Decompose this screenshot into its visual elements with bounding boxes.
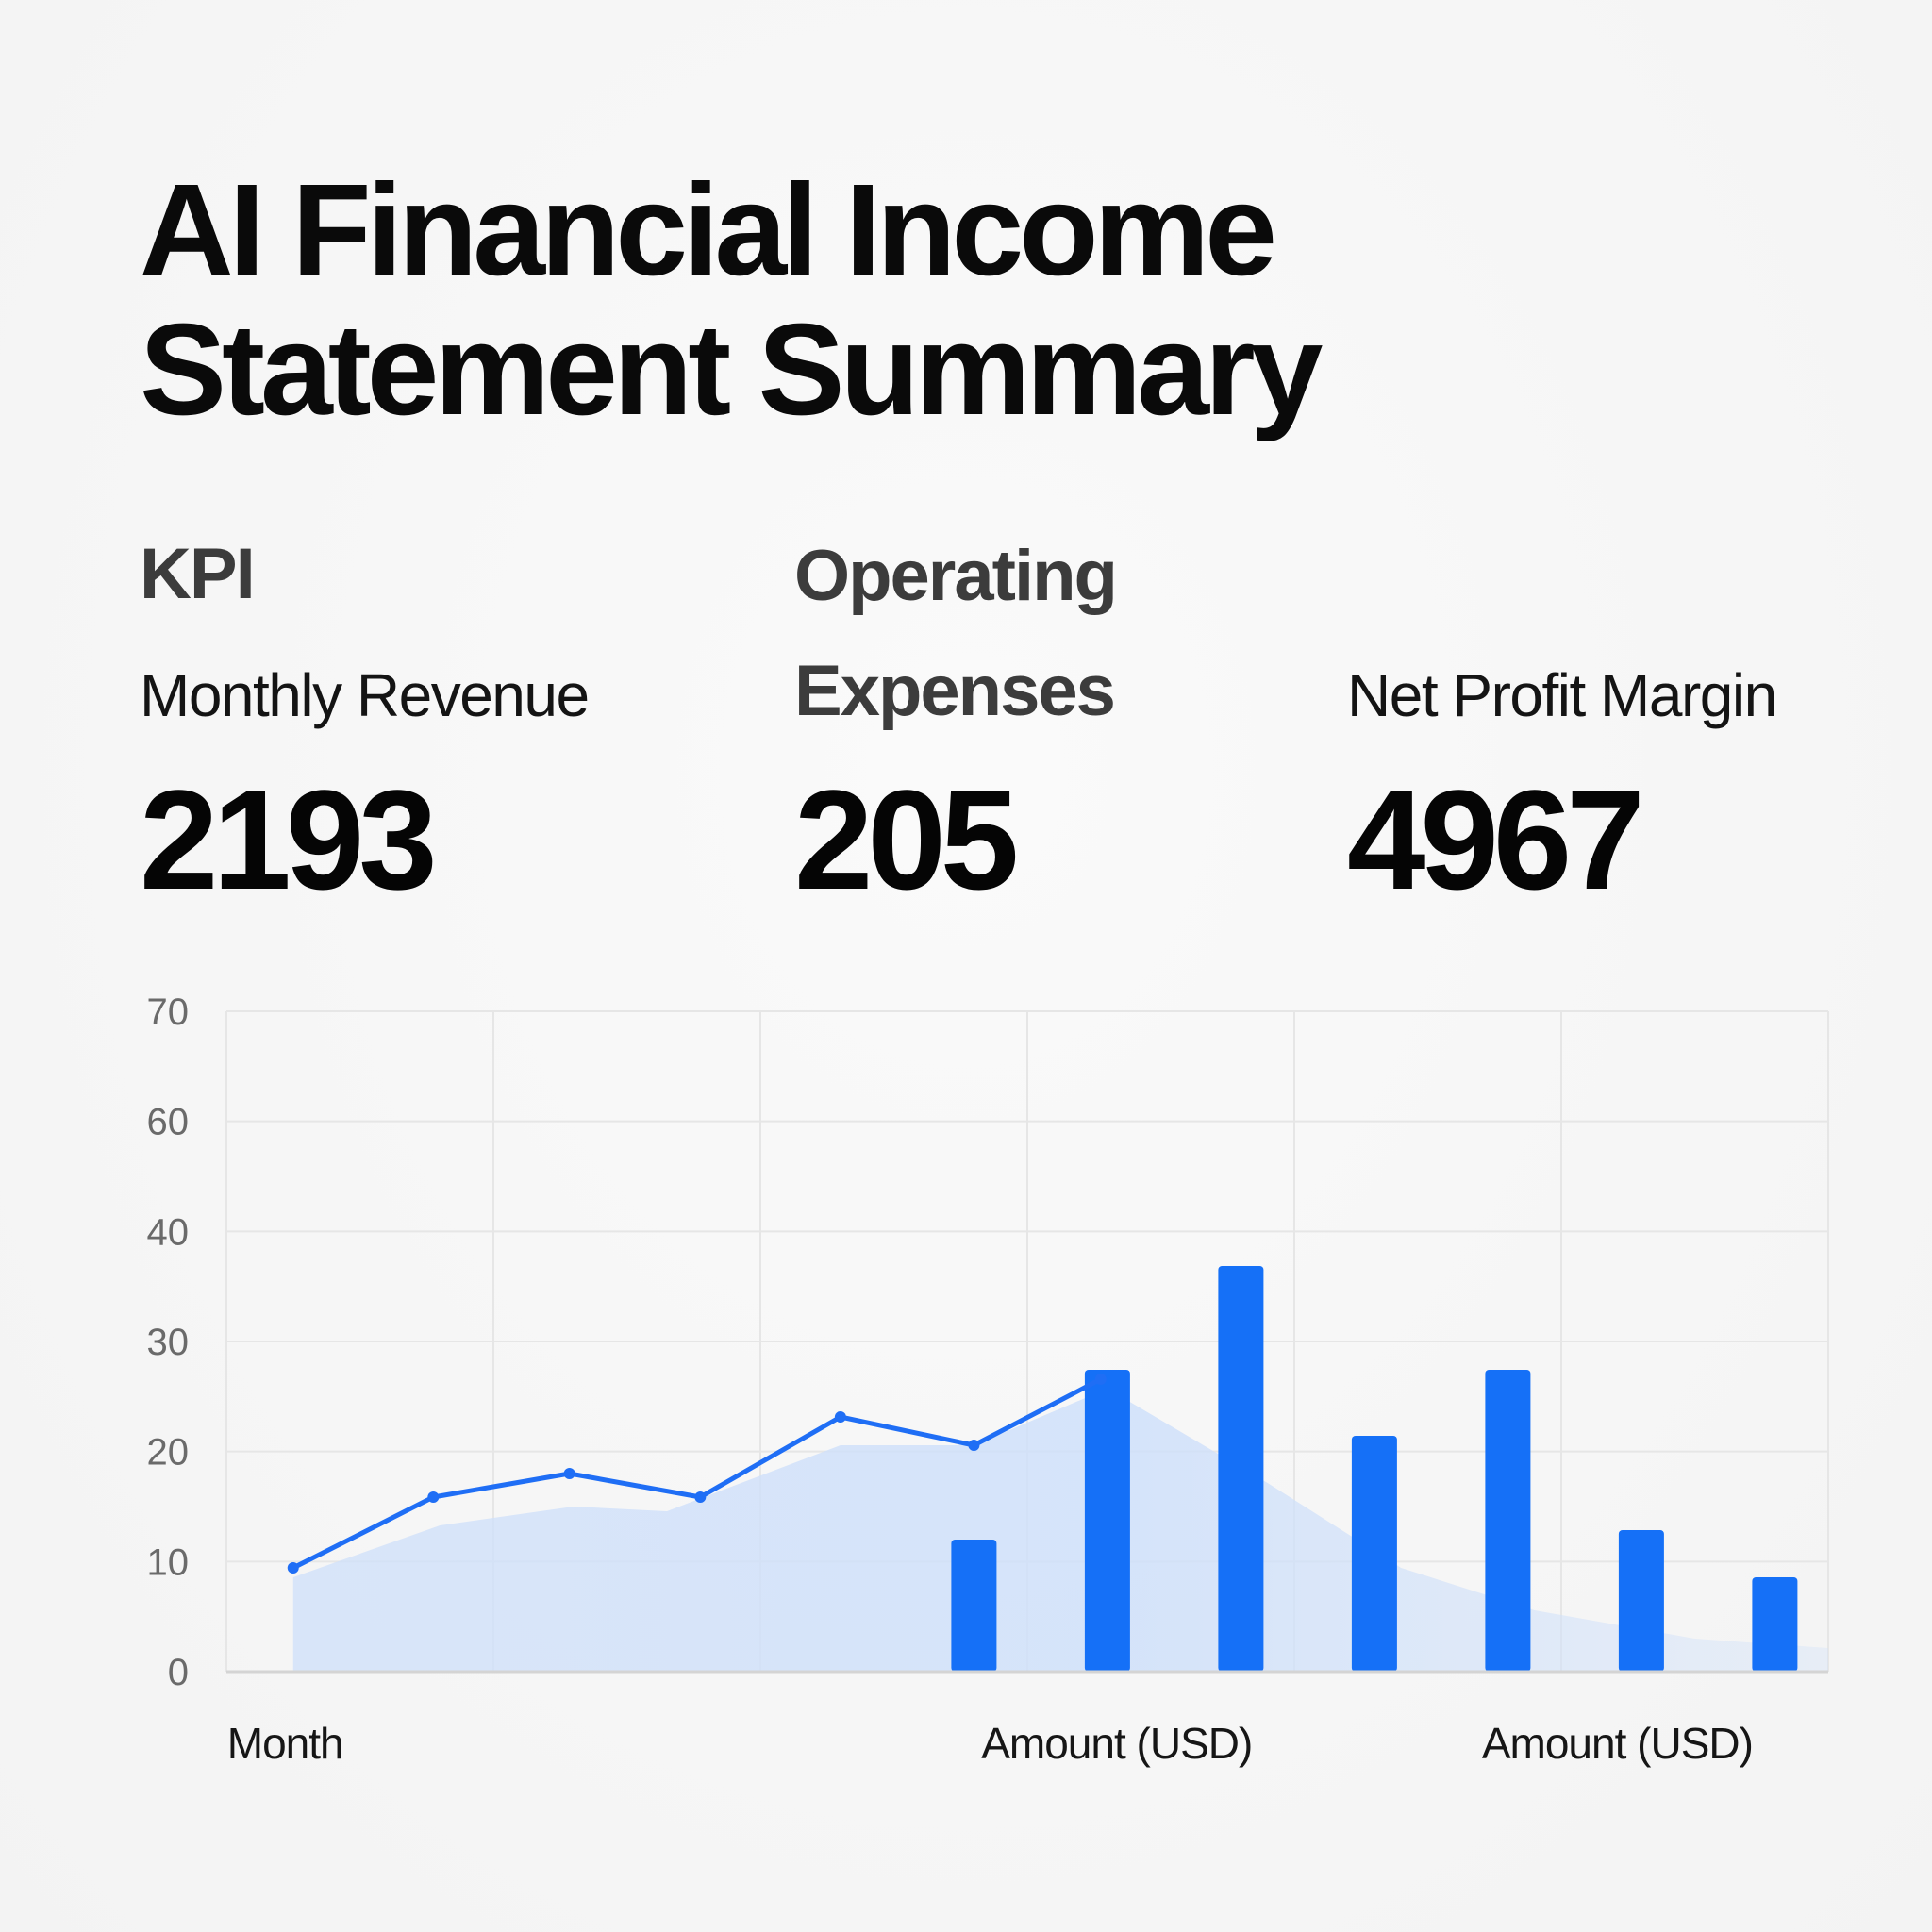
bar bbox=[1351, 1436, 1397, 1672]
kpi-value-operating-expenses: 205 bbox=[794, 760, 1019, 919]
line-point bbox=[968, 1440, 980, 1451]
bar bbox=[1485, 1370, 1531, 1672]
operating-expenses-header: Operating Expenses bbox=[794, 536, 1118, 731]
y-tick-label: 70 bbox=[147, 991, 190, 1033]
y-tick-label: 10 bbox=[147, 1541, 190, 1583]
y-tick-label: 0 bbox=[168, 1652, 189, 1693]
page-title: AI Financial Income Statement Summary bbox=[140, 158, 1323, 442]
kpi-header: KPI bbox=[140, 534, 256, 614]
x-axis-label: Amount (USD) bbox=[1482, 1719, 1753, 1768]
line-point bbox=[287, 1562, 299, 1574]
bar bbox=[1618, 1530, 1664, 1672]
y-tick-label: 60 bbox=[147, 1102, 190, 1143]
bar bbox=[1752, 1577, 1798, 1672]
bar bbox=[1218, 1266, 1264, 1672]
line-point bbox=[427, 1491, 440, 1503]
y-tick-label: 20 bbox=[147, 1432, 190, 1474]
line-point bbox=[563, 1468, 575, 1479]
bar bbox=[951, 1540, 997, 1672]
kpi-value-monthly-revenue: 2193 bbox=[140, 760, 438, 919]
kpi-label-net-profit-margin: Net Profit Margin bbox=[1347, 661, 1777, 729]
y-tick-label: 30 bbox=[147, 1322, 190, 1363]
line-point bbox=[694, 1491, 707, 1503]
bar bbox=[1084, 1370, 1130, 1672]
area-series bbox=[292, 1389, 1828, 1672]
kpi-label-monthly-revenue: Monthly Revenue bbox=[140, 661, 590, 729]
line-point bbox=[834, 1411, 846, 1423]
y-tick-label: 40 bbox=[147, 1211, 190, 1253]
kpi-value-net-profit-margin: 4967 bbox=[1347, 760, 1645, 919]
line-point bbox=[1094, 1374, 1107, 1385]
x-axis-label: Amount (USD) bbox=[981, 1719, 1252, 1768]
x-axis-label: Month bbox=[227, 1719, 343, 1768]
